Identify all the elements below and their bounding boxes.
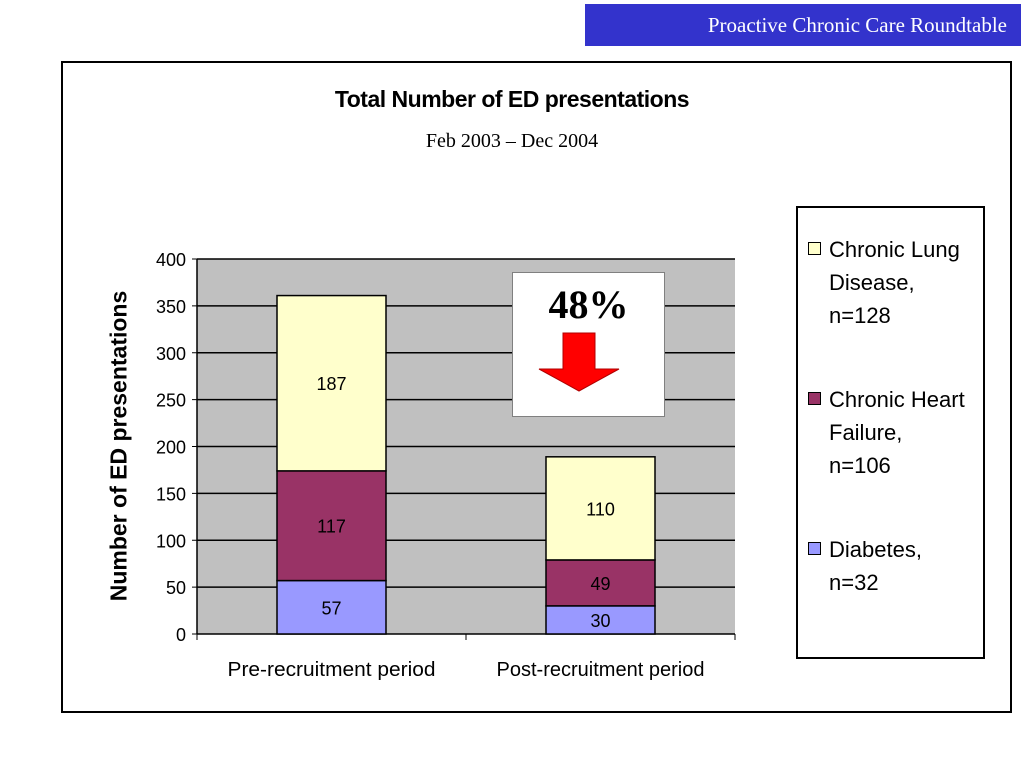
y-tick-label: 100 [156,531,186,551]
legend-label-line: Failure, [829,420,903,445]
data-label: 49 [590,574,610,594]
data-label: 110 [586,499,615,519]
legend-swatch [808,542,821,555]
data-label: 187 [316,374,346,394]
y-tick-label: 150 [156,484,186,504]
x-category-label: Pre-recruitment period [228,659,436,681]
legend: Chronic Lung Disease, n=128 Chronic Heart Fa… [796,206,985,659]
legend-label-line: Chronic Lung [829,237,960,262]
y-tick-label: 50 [166,578,186,598]
chart-title: Total Number of ED presentations [334,86,690,112]
x-category-label: Post-recruitment period [497,659,705,681]
y-tick-label: 300 [156,344,186,364]
bar-segment [545,456,656,561]
legend-label-line: Disease, [829,270,915,295]
bar-segment [276,470,387,582]
data-label: 57 [321,598,341,618]
legend-label: Chronic Lung Disease, n=128 [829,233,989,332]
y-tick-label: 250 [156,391,186,411]
reduction-percent: 48% [548,282,629,327]
legend-swatch [808,392,821,405]
chart-subtitle: Feb 2003 – Dec 2004 [425,130,599,152]
legend-label: Diabetes, n=32 [829,533,989,599]
bar-segment [276,294,387,472]
legend-label-line: Diabetes, [829,537,922,562]
bar-segment [545,559,656,607]
header-banner: Proactive Chronic Care Roundtable [585,4,1021,46]
legend-label-line: n=128 [829,303,891,328]
data-label: 30 [590,611,610,631]
legend-label-line: n=32 [829,570,879,595]
y-tick-label: 400 [156,250,186,270]
y-tick-label: 350 [156,297,186,317]
down-arrow-shape [538,332,620,392]
y-tick-label: 200 [156,438,186,458]
legend-label: Chronic Heart Failure, n=106 [829,383,989,482]
y-tick-label: 0 [176,625,186,645]
legend-label-line: Chronic Heart [829,387,965,412]
reduction-callout: 48% [512,272,665,417]
data-label: 117 [317,517,346,537]
legend-swatch [808,242,821,255]
header-title: Proactive Chronic Care Roundtable [707,12,1007,37]
down-arrow-icon [538,332,620,392]
legend-label-line: n=106 [829,453,891,478]
